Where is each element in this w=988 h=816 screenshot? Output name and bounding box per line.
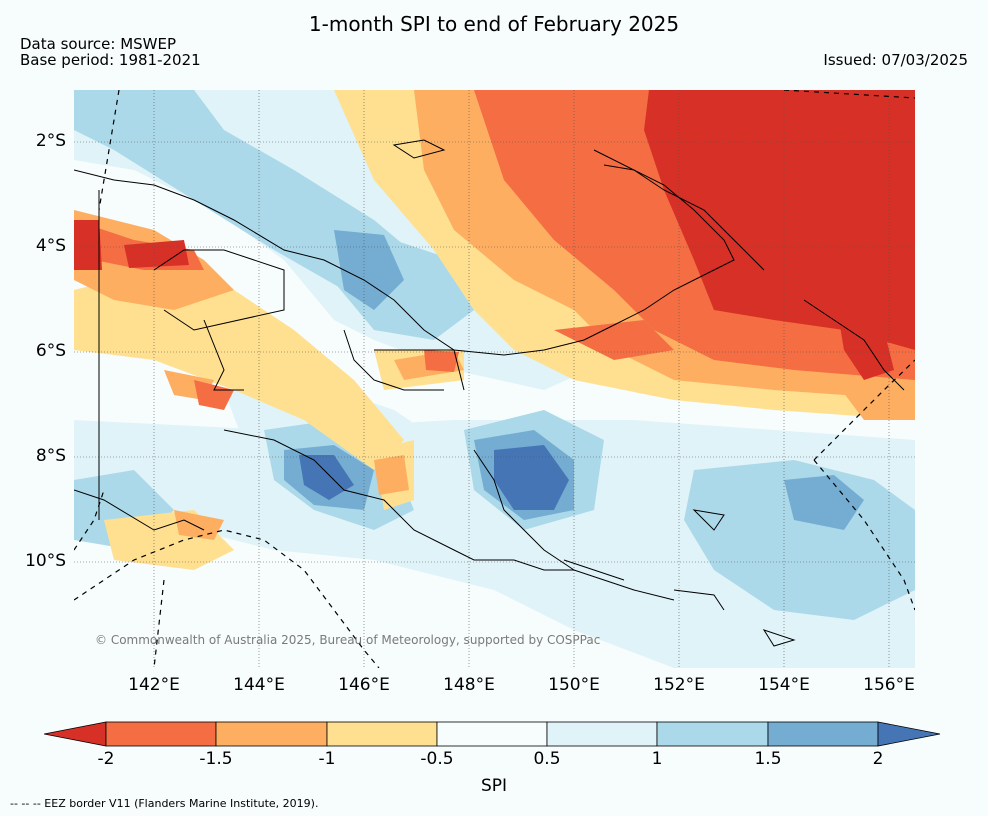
colorbar-bin [767,721,879,747]
lon-label-146e: 146°E [338,675,390,695]
lon-label-142e: 142°E [128,675,180,695]
colorbar-bin [215,721,328,747]
colorbar-bin [326,721,438,747]
colorbar-bin [656,721,769,747]
eez-legend-note: -- -- -- EEZ border V11 (Flanders Marine… [10,797,319,810]
national-borders [98,190,465,520]
colorbar-bin [105,721,217,747]
colorbar-label: SPI [480,776,508,796]
lon-label-156e: 156°E [863,675,915,695]
colorbar-bin [546,721,658,747]
lat-label-8s: 8°S [35,446,66,466]
lat-label-6s: 6°S [35,341,66,361]
coastlines [74,139,905,647]
colorbar-tick-label: -1 [318,749,336,769]
colorbar-tick-label: -1.5 [199,749,233,769]
lon-label-152e: 152°E [653,675,705,695]
spi-map [74,90,915,668]
colorbar-tick-label: 0.5 [533,749,561,769]
colorbar-tick-label: 2 [872,749,884,769]
colorbar-extend-low [44,721,107,747]
lat-label-10s: 10°S [25,551,66,571]
lon-label-154e: 154°E [758,675,810,695]
lon-label-148e: 148°E [443,675,495,695]
graticule [74,90,915,668]
colorbar-tick-label: -2 [97,749,115,769]
base-period-text: Base period: 1981-2021 [20,51,201,69]
lat-label-4s: 4°S [35,236,66,256]
colorbar-tick-label: 1 [651,749,663,769]
extremely-wet-areas [299,445,569,510]
data-source-text: Data source: MSWEP [20,35,177,53]
lon-label-144e: 144°E [233,675,285,695]
lon-label-150e: 150°E [548,675,600,695]
colorbar-extend-high [877,721,941,747]
map-title: 1-month SPI to end of February 2025 [308,12,680,36]
colorbar-tick-label: 1.5 [754,749,782,769]
eez-borders [74,90,915,668]
colorbar-tick-label: -0.5 [420,749,454,769]
colorbar-bin [436,721,548,747]
issued-date: Issued: 07/03/2025 [823,51,968,69]
colorbar [44,721,941,747]
lat-label-2s: 2°S [35,131,66,151]
copyright-notice: © Commonwealth of Australia 2025, Bureau… [95,633,601,647]
